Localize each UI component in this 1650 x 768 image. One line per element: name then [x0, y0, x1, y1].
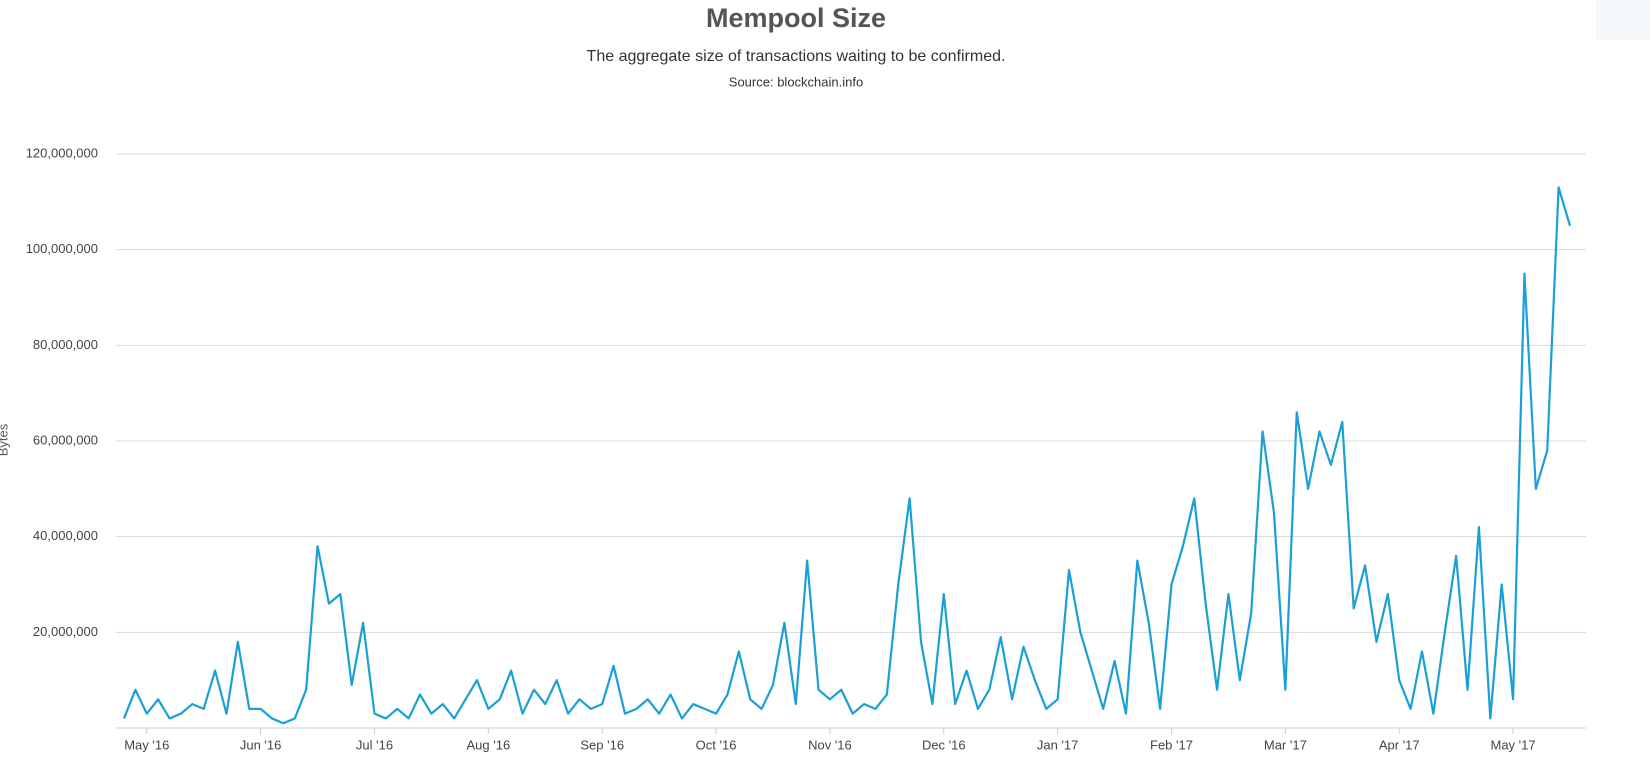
x-tick-label: Feb '17: [1150, 737, 1193, 752]
x-tick-label: May '17: [1491, 737, 1536, 752]
x-tick-label: Dec '16: [922, 737, 966, 752]
x-tick-label: Oct '16: [696, 737, 737, 752]
menu-area: [1596, 0, 1650, 40]
y-tick-label: 120,000,000: [26, 145, 98, 160]
y-tick-label: 100,000,000: [26, 241, 98, 256]
x-tick-label: Jan '17: [1037, 737, 1079, 752]
x-tick-label: Jun '16: [240, 737, 282, 752]
x-tick-label: May '16: [124, 737, 169, 752]
chart-title: Mempool Size: [706, 3, 886, 33]
y-tick-label: 80,000,000: [33, 337, 98, 352]
x-tick-label: Mar '17: [1264, 737, 1307, 752]
y-axis-title: Bytes: [0, 423, 10, 456]
y-tick-label: 60,000,000: [33, 432, 98, 447]
chart-subtitle: The aggregate size of transactions waiti…: [587, 48, 1006, 65]
data-line: [122, 186, 1572, 725]
x-tick-label: Jul '16: [356, 737, 393, 752]
x-tick-label: Sep '16: [580, 737, 624, 752]
y-tick-label: 40,000,000: [33, 528, 98, 543]
chart-source: Source: blockchain.info: [729, 74, 863, 89]
y-tick-label: 20,000,000: [33, 624, 98, 639]
x-tick-label: Aug '16: [467, 737, 511, 752]
x-tick-label: Nov '16: [808, 737, 852, 752]
x-tick-label: Apr '17: [1379, 737, 1420, 752]
